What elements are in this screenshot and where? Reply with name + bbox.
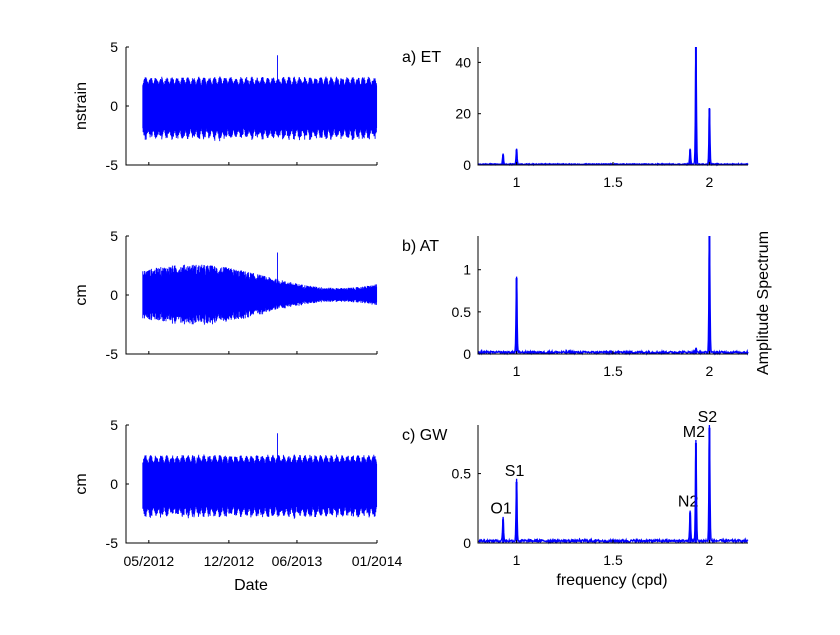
peak-label-m2: M2 [683, 424, 705, 441]
x-tick-label: 2 [706, 363, 714, 379]
y-axis-label: nstrain [73, 82, 90, 130]
timeseries-line [142, 55, 378, 142]
y-axis-label: cm [73, 473, 90, 494]
y-tick-label: 0 [110, 98, 118, 114]
timeseries-panel-ts-at: -5 0 5 cm [73, 228, 378, 362]
x-tick-label: 05/2012 [124, 553, 175, 569]
timeseries-line [142, 252, 378, 325]
peak-label-s1: S1 [505, 463, 525, 480]
spectrum-line [477, 424, 749, 545]
x-tick-label: 2 [706, 174, 714, 190]
axis-lines [477, 236, 748, 355]
peak-label-s2: S2 [698, 409, 718, 426]
panel-title: c) GW [402, 427, 448, 444]
spectrum-axis-label: Amplitude Spectrum [755, 231, 772, 375]
panel-title: b) AT [402, 238, 439, 255]
x-tick-label: 1 [513, 363, 521, 379]
y-tick-label: -5 [106, 157, 119, 173]
x-tick-label: 1.5 [603, 552, 623, 568]
y-tick-label: 0 [110, 287, 118, 303]
x-tick-label: 1.5 [603, 363, 623, 379]
panel-title: a) ET [402, 49, 441, 66]
y-tick-label: 0.5 [452, 304, 472, 320]
spectrum-panel-spec-et: 0 20 40 1 1.5 2 a) ET [402, 46, 749, 190]
x-tick-label: 1.5 [603, 174, 623, 190]
x-tick-label: 2 [706, 552, 714, 568]
timeseries-line [142, 433, 378, 519]
x-tick-label: 06/2013 [272, 553, 323, 569]
y-tick-label: -5 [106, 346, 119, 362]
peak-label-n2: N2 [678, 493, 699, 510]
y-tick-label: 1 [463, 262, 471, 278]
y-tick-label: 5 [110, 39, 118, 55]
spectrum-line [477, 46, 749, 167]
x-tick-label: 1 [513, 552, 521, 568]
y-tick-label: 5 [110, 228, 118, 244]
frequency-axis-label: frequency (cpd) [556, 572, 667, 589]
y-tick-label: 40 [455, 54, 471, 70]
x-tick-label: 01/2014 [352, 553, 403, 569]
date-axis-label: Date [234, 577, 268, 594]
y-tick-label: 0 [463, 157, 471, 173]
peak-label-o1: O1 [490, 500, 511, 517]
axis-lines [477, 425, 748, 544]
x-tick-label: 12/2012 [204, 553, 255, 569]
timeseries-panel-ts-et: -5 0 5 nstrain [73, 39, 378, 173]
x-tick-label: 1 [513, 174, 521, 190]
timeseries-panel-ts-gw: -5 0 5 05/2012 12/2012 06/2013 01/2014 cm [73, 417, 403, 569]
y-tick-label: 20 [455, 106, 471, 122]
y-axis-label: cm [73, 284, 90, 305]
y-tick-label: -5 [106, 535, 119, 551]
y-tick-label: 0 [463, 535, 471, 551]
panels-group: -5 0 5 nstrain -5 0 5 cm -5 0 5 05/2012 12/2012 06/20… [73, 39, 749, 569]
y-tick-label: 0.5 [452, 466, 472, 482]
y-tick-label: 5 [110, 417, 118, 433]
y-tick-label: 0 [110, 476, 118, 492]
spectrum-panel-spec-at: 0 0.5 1 1 1.5 2 b) AT [402, 235, 749, 379]
spectrum-line [477, 235, 749, 356]
y-tick-label: 0 [463, 346, 471, 362]
axis-lines [477, 47, 748, 166]
